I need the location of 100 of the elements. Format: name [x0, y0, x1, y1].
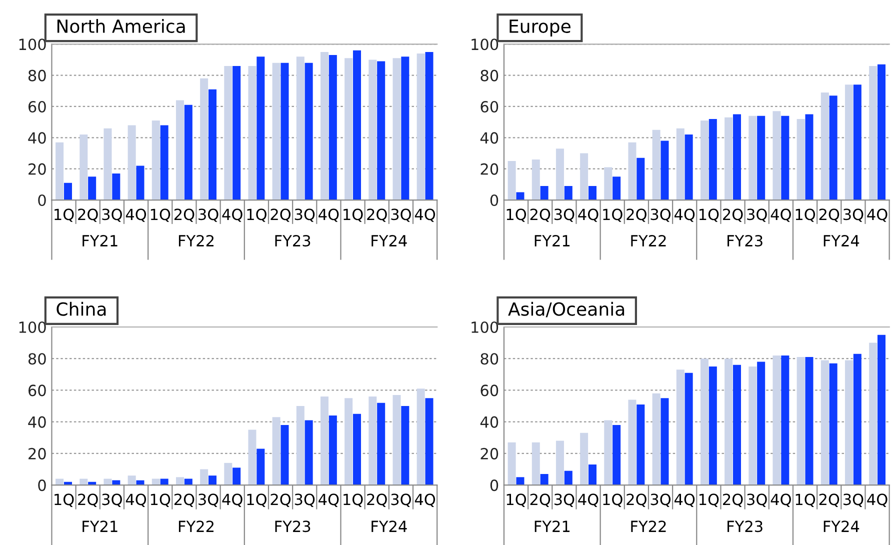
bar — [676, 370, 684, 486]
bar — [732, 364, 741, 486]
x-tick-label: 3Q — [294, 208, 315, 222]
bar — [508, 161, 516, 200]
x-tick-label: 3Q — [102, 494, 122, 507]
bar — [636, 158, 645, 200]
bar — [604, 420, 612, 486]
x-tick-label: 3Q — [198, 494, 218, 507]
x-tick-label: 3Q — [650, 208, 671, 222]
x-tick-label: 1Q — [700, 208, 719, 222]
bar — [724, 117, 733, 200]
bar — [200, 78, 208, 200]
x-tick-label: 4Q — [674, 494, 695, 507]
x-tick-label: 2Q — [723, 494, 743, 507]
y-tick-label: 100 — [19, 321, 46, 334]
bar — [564, 470, 572, 486]
y-tick-label: 20 — [28, 163, 46, 175]
bar — [660, 140, 669, 200]
bar — [781, 355, 790, 486]
bar — [636, 404, 645, 486]
x-tick-label: 2Q — [174, 494, 194, 507]
x-tick-label: 1Q — [603, 208, 622, 222]
y-tick-label: 20 — [28, 448, 46, 460]
x-tick-label: 1Q — [150, 208, 170, 222]
bar — [248, 66, 256, 200]
bar — [104, 478, 112, 486]
x-tick-label: 4Q — [867, 494, 888, 507]
bar — [128, 476, 136, 486]
bar — [604, 167, 612, 200]
x-tick-label: 2Q — [723, 208, 743, 222]
bar — [877, 334, 886, 486]
bar — [368, 396, 377, 486]
bar — [304, 62, 313, 200]
bar — [732, 114, 741, 200]
y-tick-label: 40 — [480, 416, 498, 428]
bar — [352, 414, 362, 486]
bar — [416, 53, 425, 200]
bar — [377, 402, 386, 486]
bar — [80, 134, 88, 200]
bar — [425, 398, 434, 486]
bar — [748, 116, 757, 200]
y-tick-label: 60 — [480, 384, 498, 396]
x-tick-label: 1Q — [54, 494, 74, 507]
bar — [272, 62, 280, 200]
bar — [344, 398, 353, 486]
bar — [588, 464, 596, 486]
x-tick-label: 2Q — [819, 208, 840, 222]
bar — [352, 50, 362, 200]
x-tick-label: 4Q — [318, 494, 339, 507]
bar — [748, 366, 757, 486]
bar — [684, 134, 693, 200]
x-tick-label: 1Q — [506, 208, 526, 222]
x-tick-label: 3Q — [554, 208, 574, 222]
bar — [392, 58, 401, 200]
x-tick-label: 2Q — [626, 494, 646, 507]
bar — [296, 406, 304, 486]
x-tick-label: 2Q — [530, 494, 550, 507]
bar — [700, 358, 708, 486]
bar — [328, 416, 337, 486]
text: FY21 — [82, 234, 118, 246]
x-tick-label: 3Q — [198, 208, 218, 222]
bar — [628, 142, 636, 200]
bar — [516, 477, 524, 486]
x-tick-label: 2Q — [270, 494, 291, 507]
bar — [564, 186, 572, 200]
x-tick-label: 1Q — [344, 208, 363, 222]
bar — [556, 440, 564, 486]
bar — [152, 120, 160, 200]
bar — [796, 118, 805, 200]
text: FY22 — [178, 520, 214, 532]
bar — [416, 388, 425, 486]
x-tick-label: 4Q — [318, 208, 339, 222]
x-tick-label: 3Q — [650, 494, 671, 507]
bar — [232, 468, 241, 486]
bar — [248, 430, 256, 486]
bar — [256, 448, 265, 486]
x-tick-label: 4Q — [867, 208, 888, 222]
text: FY23 — [275, 520, 310, 532]
y-tick-label: 80 — [28, 70, 46, 82]
x-tick-label: 4Q — [126, 494, 146, 507]
text: FY21 — [534, 234, 570, 246]
bar — [844, 360, 853, 486]
bar — [796, 357, 805, 486]
bar — [296, 56, 304, 200]
x-tick-label: 2Q — [626, 208, 646, 222]
y-tick-label: 100 — [472, 321, 498, 334]
y-tick-label: 0 — [38, 480, 46, 492]
y-tick-label: 40 — [480, 132, 498, 144]
bar — [80, 478, 88, 486]
bar — [869, 342, 878, 486]
bar — [377, 61, 386, 200]
bar — [272, 417, 280, 486]
bar — [508, 442, 516, 486]
bar — [820, 360, 829, 486]
bar — [805, 114, 814, 200]
bar — [540, 186, 548, 200]
y-tick-label: 80 — [480, 353, 498, 365]
x-tick-label: 1Q — [506, 494, 526, 507]
bar — [684, 372, 693, 486]
bar — [772, 355, 781, 486]
